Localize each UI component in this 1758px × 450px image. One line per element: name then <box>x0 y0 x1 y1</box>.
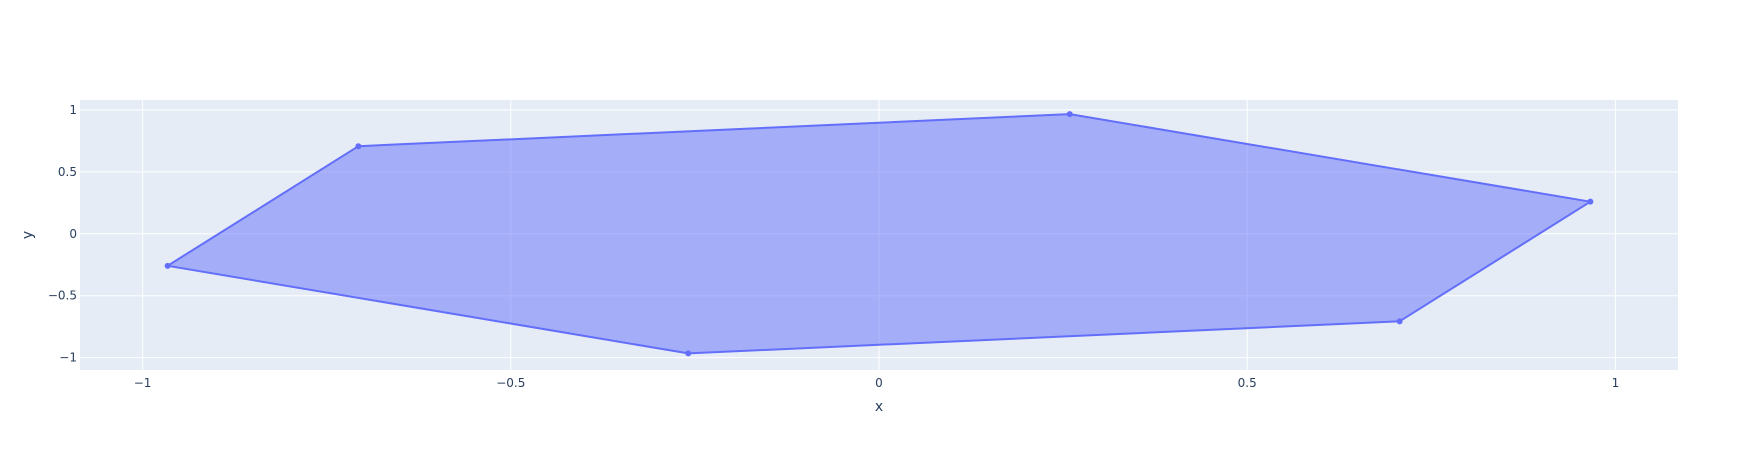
y-tick-label: 0.5 <box>58 165 77 179</box>
data-point-marker[interactable] <box>685 350 692 357</box>
y-tick-label: −0.5 <box>48 289 77 303</box>
x-axis-title: x <box>875 399 883 415</box>
data-point-marker[interactable] <box>164 262 171 269</box>
y-tick-label: 1 <box>69 103 77 117</box>
series-layer <box>164 111 1594 357</box>
y-tick-label: 0 <box>69 227 77 241</box>
data-point-marker[interactable] <box>1587 198 1594 205</box>
y-axis-title: y <box>20 231 36 239</box>
data-point-marker[interactable] <box>1396 318 1403 325</box>
series-fill-area <box>167 114 1591 354</box>
x-tick-label: 1 <box>1612 376 1620 390</box>
data-point-marker[interactable] <box>1066 111 1073 118</box>
x-tick-label: 0 <box>875 376 883 390</box>
y-tick-label: −1 <box>59 351 77 365</box>
x-tick-label: 0.5 <box>1238 376 1257 390</box>
data-point-marker[interactable] <box>355 143 362 150</box>
x-tick-label: −0.5 <box>496 376 525 390</box>
x-tick-label: −1 <box>134 376 152 390</box>
tick-labels: −1 −0.5 0 0.5 1 −1 −0.5 0 0.5 1 <box>48 103 1619 390</box>
